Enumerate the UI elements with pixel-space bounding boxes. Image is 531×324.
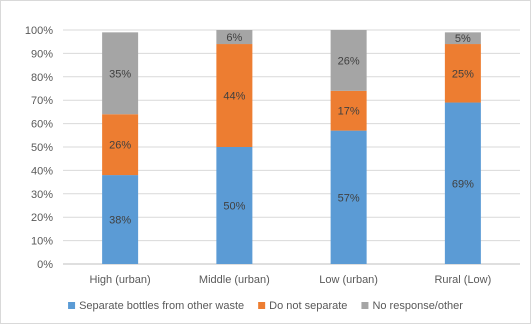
legend-swatch (68, 302, 76, 309)
bars (102, 30, 481, 264)
x-tick-label: Low (urban) (319, 274, 378, 286)
gridlines (63, 29, 520, 265)
y-tick-label: 30% (31, 189, 53, 201)
data-label: 26% (109, 140, 131, 152)
data-label: 25% (452, 68, 474, 80)
bar-segment (330, 30, 367, 91)
y-axis-ticks: 0% 10% 20% 30% 40% 50% 60% 70% 80% 90% 100% (25, 25, 53, 271)
x-tick-label: Rural (Low) (434, 274, 491, 286)
data-label: 57% (338, 192, 360, 204)
data-label: 50% (223, 201, 245, 213)
data-label: 44% (223, 91, 245, 103)
x-tick-label: High (urban) (90, 274, 151, 286)
bar-segment (102, 114, 139, 176)
y-tick-label: 20% (31, 212, 53, 224)
data-label: 69% (452, 178, 474, 190)
y-tick-label: 40% (31, 165, 53, 177)
legend-item: No response/other (361, 300, 463, 312)
bar-segment (444, 32, 481, 45)
y-tick-label: 0% (37, 259, 53, 271)
legend: Separate bottles from other waste Do not … (68, 300, 463, 312)
bar-segment (444, 44, 481, 103)
x-tick-label: Middle (urban) (199, 274, 270, 286)
data-labels: 38% 26% 35% 50% 44% 6% 57% 17% 26% 69% 25% 5% (109, 32, 474, 227)
y-tick-label: 100% (25, 25, 53, 37)
legend-swatch (258, 302, 266, 309)
y-tick-label: 50% (31, 142, 53, 154)
data-label: 35% (109, 68, 131, 80)
data-label: 38% (109, 215, 131, 227)
bar-segment (216, 147, 253, 264)
bar-segment (444, 102, 481, 264)
legend-label: No response/other (372, 300, 463, 312)
y-tick-label: 60% (31, 119, 53, 131)
data-label: 26% (338, 55, 360, 67)
y-tick-label: 70% (31, 95, 53, 107)
legend-item: Separate bottles from other waste (68, 300, 244, 312)
legend-label: Separate bottles from other waste (79, 300, 244, 312)
bar-segment (102, 32, 139, 115)
data-label: 17% (338, 106, 360, 118)
legend-swatch (361, 302, 369, 309)
y-tick-label: 90% (31, 48, 53, 60)
bar-segment (216, 44, 253, 147)
bar-segment (330, 130, 367, 264)
bar-segment (102, 175, 139, 264)
bar-segment (330, 90, 367, 131)
y-tick-label: 80% (31, 72, 53, 84)
y-tick-label: 10% (31, 236, 53, 248)
x-axis-ticks: High (urban) Middle (urban) Low (urban) Rur… (90, 274, 492, 286)
bar-segment (216, 30, 253, 45)
legend-item: Do not separate (258, 300, 347, 312)
data-label: 6% (226, 32, 242, 44)
data-label: 5% (455, 33, 471, 45)
legend-label: Do not separate (269, 300, 347, 312)
